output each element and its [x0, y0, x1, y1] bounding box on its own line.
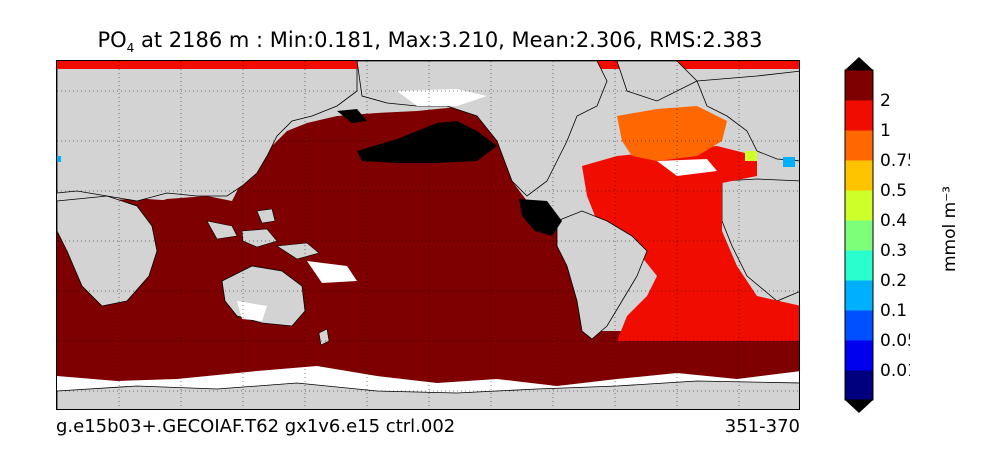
colorbar-tick-label: 0.01 [880, 361, 910, 381]
colorbar-segments [845, 70, 873, 401]
colorbar-tick-label: 0.05 [880, 331, 910, 351]
colorbar-tick-label: 0.1 [880, 301, 907, 321]
map-title: PO4 at 2186 m : Min:0.181, Max:3.210, Me… [97, 28, 763, 56]
colorbar-under-triangle [845, 400, 873, 413]
maritime-continent-land [206, 208, 320, 260]
graticule [57, 61, 799, 409]
colorbar-ticks: 0.01 0.05 0.1 0.2 0.3 0.4 0.5 0.75 1 2 [880, 91, 910, 381]
colorbar-segment [845, 370, 873, 401]
colorbar-segment [845, 190, 873, 221]
colorbar-segment [845, 310, 873, 341]
year-range-label: 351-370 [724, 416, 800, 437]
colorbar-tick-label: 0.3 [880, 241, 907, 261]
colorbar-segment [845, 130, 873, 161]
colorbar-segment [845, 280, 873, 311]
colorbar-segment [845, 220, 873, 251]
colorbar-tick-label: 0.2 [880, 271, 907, 291]
run-id-label: g.e15b03+.GECOIAF.T62 gx1v6.e15 ctrl.002 [56, 416, 456, 437]
colorbar-segment [845, 340, 873, 371]
colorbar-segment [845, 70, 873, 101]
colorbar-over-triangle [845, 57, 873, 70]
colorbar-units-label: mmol m⁻³ [940, 186, 960, 272]
eurasia-land [57, 61, 358, 202]
north-atlantic-ocean [617, 106, 727, 161]
low-value-regions [337, 109, 562, 236]
med-east-patch [783, 157, 795, 167]
world-map [57, 61, 799, 409]
europe-land [696, 70, 799, 162]
map-panel [56, 60, 800, 410]
africa-land [57, 195, 158, 307]
south-america-land [556, 210, 648, 340]
colorbar-tick-label: 0.5 [880, 181, 907, 201]
colorbar-segment [845, 100, 873, 131]
colorbar-tick-label: 1 [880, 121, 891, 141]
colorbar-outline [844, 69, 874, 401]
colorbar-tick-label: 0.4 [880, 211, 907, 231]
colorbar-tick-label: 2 [880, 91, 891, 111]
colorbar: 0.01 0.05 0.1 0.2 0.3 0.4 0.5 0.75 1 2 [844, 57, 910, 413]
red-sea-patch [57, 156, 61, 162]
antarctica-land [57, 380, 799, 409]
colorbar-segment [845, 250, 873, 281]
mediterranean-patch [745, 151, 757, 161]
colorbar-tick-label: 0.75 [880, 151, 910, 171]
colorbar-segment [845, 160, 873, 191]
